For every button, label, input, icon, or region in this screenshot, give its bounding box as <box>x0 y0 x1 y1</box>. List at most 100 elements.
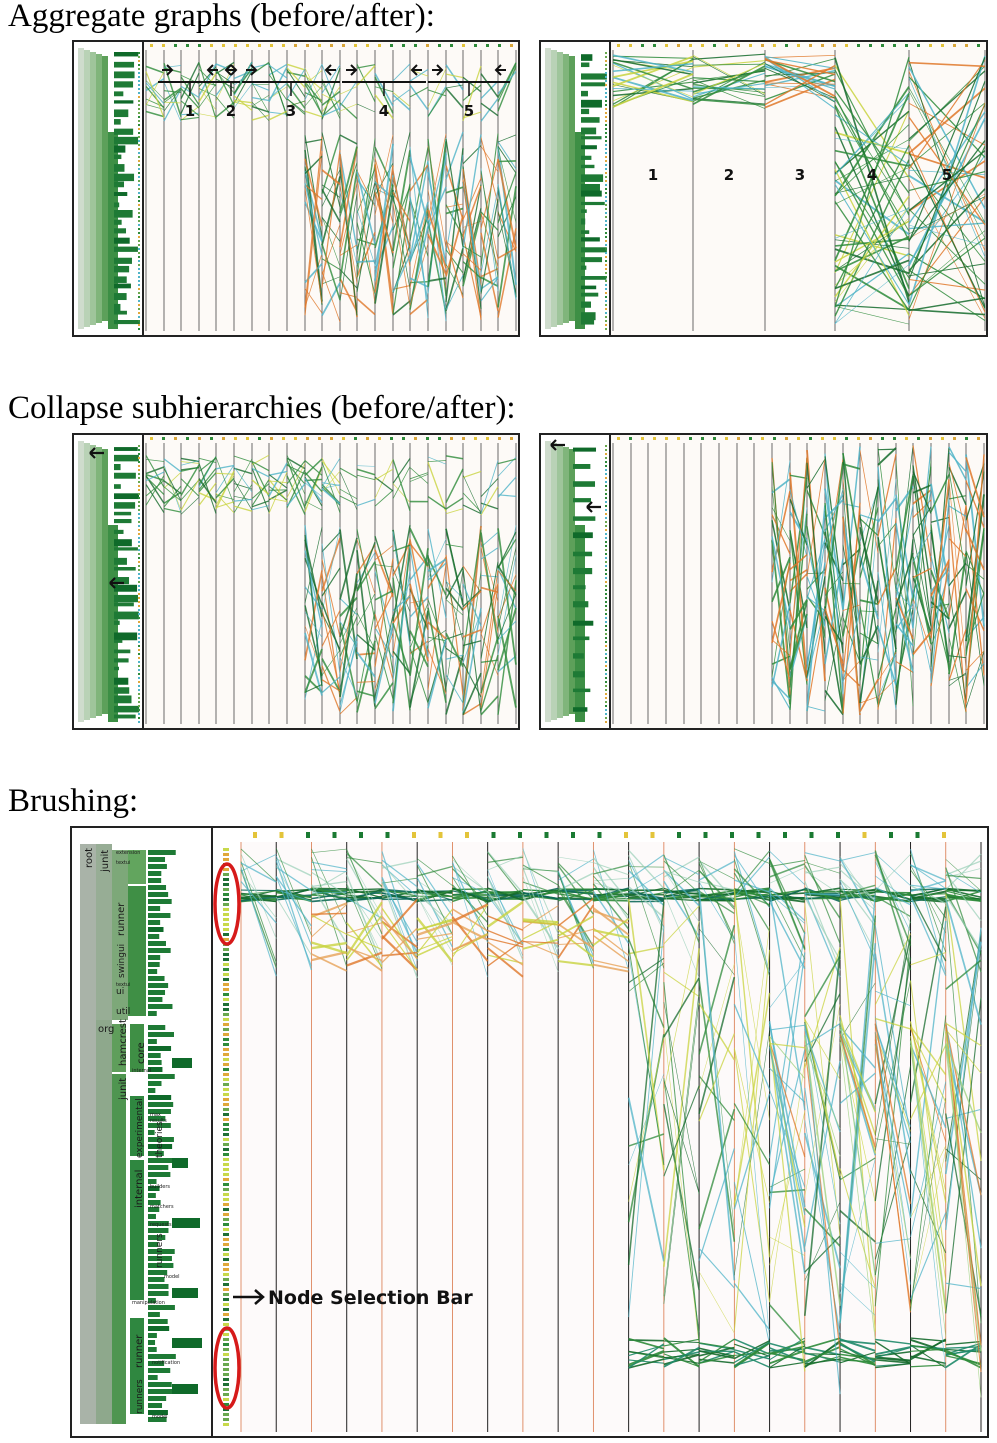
hierarchy-tree-large[interactable]: root junit extension textui runner swingui tex… <box>72 828 213 1436</box>
dependency-edge <box>462 662 482 698</box>
tree-leaf <box>114 173 135 182</box>
hierarchy-tree[interactable] <box>541 42 611 335</box>
tree-columns <box>545 441 607 723</box>
timestep-marker <box>234 44 237 47</box>
tree-leaf <box>581 155 592 160</box>
dependency-edge <box>374 468 394 481</box>
dependency-edge <box>764 67 836 84</box>
dependency-edge <box>910 880 946 893</box>
timestep-marker <box>881 437 884 440</box>
timeline-view[interactable] <box>611 435 986 728</box>
timestep-marker <box>426 44 429 47</box>
dependency-edge <box>628 886 665 919</box>
dependency-edge <box>768 1046 806 1216</box>
timeline-view-brushing[interactable]: Node Selection Bar <box>213 828 987 1436</box>
node-selection-mark <box>223 933 229 936</box>
dependency-edge <box>304 527 323 604</box>
node-selection-mark <box>223 963 229 966</box>
node-selection-mark <box>223 1293 229 1296</box>
dependency-edge <box>304 458 323 476</box>
dependency-edge <box>771 462 791 677</box>
node-selection-mark <box>138 324 140 326</box>
node-selection-mark <box>138 553 140 555</box>
dependency-edge <box>945 887 982 893</box>
dependency-edge <box>409 164 429 192</box>
dependency-edge <box>910 1338 947 1361</box>
timestep-marker <box>222 437 225 440</box>
dependency-edge <box>834 110 910 274</box>
node-selection-mark <box>223 1033 229 1036</box>
dependency-edge <box>462 179 482 320</box>
node-selection-mark <box>605 56 607 58</box>
node-selection-mark <box>605 312 607 314</box>
hierarchy-tree[interactable] <box>74 435 144 728</box>
dependency-edge <box>198 472 217 493</box>
dependency-edge <box>145 80 165 100</box>
dependency-edge <box>663 894 700 899</box>
dependency-edge <box>304 187 323 304</box>
dependency-edge <box>930 602 950 646</box>
dependency-edge <box>834 167 910 205</box>
dependency-edge <box>321 67 341 120</box>
dependency-edge <box>769 1236 805 1256</box>
node-selection-mark <box>605 192 607 194</box>
dependency-edge <box>445 468 464 503</box>
node-selection-mark <box>138 677 140 679</box>
dependency-edge <box>859 696 879 704</box>
node-selection-mark <box>138 525 140 527</box>
dependency-edge <box>627 898 665 1171</box>
dependency-edge <box>839 856 876 909</box>
dependency-edge <box>180 478 200 511</box>
dependency-edge <box>895 460 914 707</box>
node-selection-mark <box>138 100 140 102</box>
node-selection-mark <box>138 256 140 258</box>
tree-leaf <box>114 705 140 713</box>
node-selection-mark <box>223 1128 229 1131</box>
node-selection-mark <box>138 280 140 282</box>
node-selection-mark <box>138 184 140 186</box>
timestep-marker <box>450 44 453 47</box>
node-selection-mark <box>138 316 140 318</box>
dependency-edge <box>834 98 910 214</box>
dependency-edge <box>480 460 499 515</box>
dependency-edge <box>462 207 482 280</box>
dependency-edge <box>834 306 910 325</box>
dependency-edge <box>233 101 253 107</box>
tree-leaf <box>581 183 600 192</box>
dependency-edge <box>945 859 982 892</box>
tree-leaf <box>573 498 591 503</box>
dependency-edge <box>346 933 383 950</box>
brush-highlight-ellipse <box>213 1326 241 1410</box>
tree-leaf <box>114 91 124 97</box>
tree-leaf <box>148 976 165 981</box>
dependency-edge <box>806 596 826 612</box>
dependency-edge <box>948 446 967 481</box>
tree-leaf <box>581 301 591 308</box>
dependency-edge <box>909 1212 947 1300</box>
node-selection-mark <box>138 465 140 467</box>
dependency-edge <box>145 473 165 482</box>
hierarchy-tree[interactable] <box>74 42 144 335</box>
dependency-edge <box>663 1078 700 1333</box>
dependency-edge <box>445 497 464 510</box>
tree-node-label: org <box>98 1024 114 1035</box>
dependency-edge <box>409 243 429 306</box>
dependency-edge <box>304 632 323 696</box>
dependency-edge <box>945 1030 982 1398</box>
dependency-edge <box>909 920 947 1218</box>
dependency-edge <box>480 654 499 711</box>
dependency-edge <box>910 869 947 919</box>
timestep-marker <box>486 44 489 47</box>
dependency-edge <box>497 158 517 249</box>
tree-leaf <box>581 174 604 182</box>
hierarchy-tree[interactable] <box>541 435 611 728</box>
timeline-view[interactable] <box>144 435 518 728</box>
node-selection-mark <box>138 645 140 647</box>
edge-bundles <box>771 445 985 716</box>
timestep-marker <box>893 437 896 440</box>
dependency-edge <box>930 559 950 687</box>
node-selection-mark <box>223 853 229 856</box>
dependency-edge <box>163 65 182 68</box>
